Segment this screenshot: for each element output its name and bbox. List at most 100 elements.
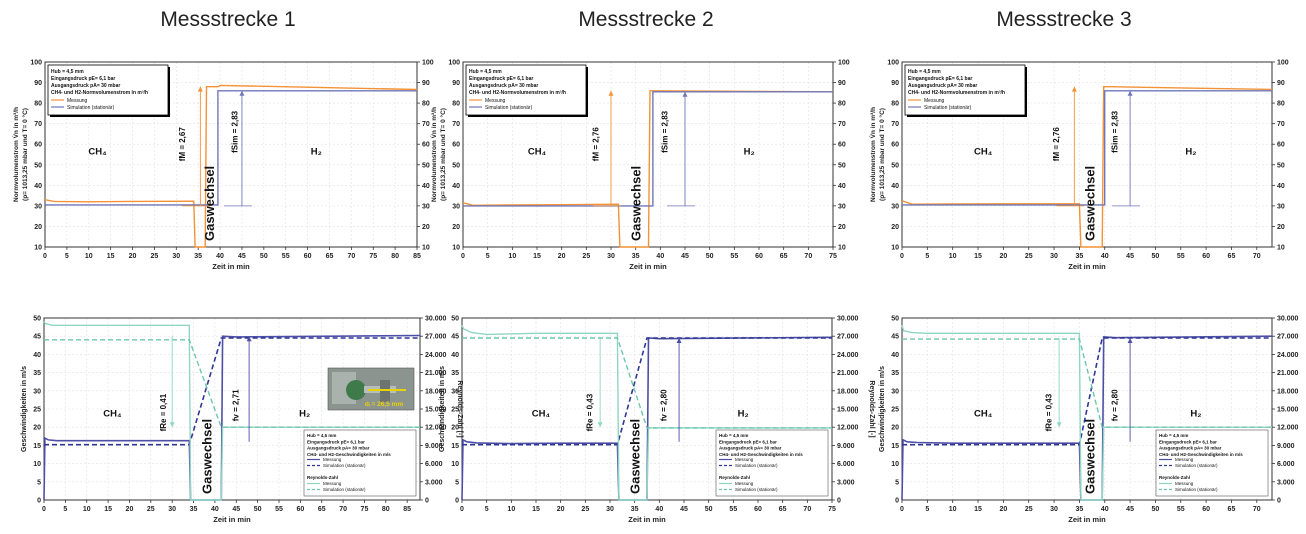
x-tick-label: 20: [558, 253, 566, 260]
series-line-0: [43, 334, 421, 501]
x-tick-label: 0: [42, 506, 46, 513]
y2-tick-label: 60: [422, 142, 430, 149]
x-tick-label: 70: [803, 506, 811, 513]
series-line-0: [901, 335, 1273, 501]
ratio-annotation: fSim = 2,83: [231, 110, 240, 153]
y-tick-label: 10: [451, 461, 459, 468]
legend-series-label: Messung: [735, 481, 754, 486]
gas-switch-label: Gaswechsel: [628, 419, 643, 494]
y2-tick-label: 3.000: [425, 479, 443, 486]
y-tick-label: 25: [891, 407, 899, 414]
legend-text: Ausgangsdruck pA= 30 mbar: [719, 446, 782, 451]
y2-tick-label: 27.000: [1277, 334, 1299, 341]
ratio-annotation: fRe = 0,43: [1045, 393, 1054, 431]
chart-flow-1: 0 5 10 15 20 25 30 35 40 45 50 55 60 65 70 75 80 85102030…: [12, 60, 434, 272]
legend-series-label: Messung: [924, 98, 945, 104]
y-tick-label: 40: [452, 183, 460, 190]
x-tick-label: 85: [403, 506, 411, 513]
y-axis-label: (p= 1013,25 mbar und T= 0 °C): [21, 108, 29, 201]
y-tick-label: 30: [452, 203, 460, 210]
legend-text: Ausgangsdruck pA= 30 mbar: [469, 83, 538, 89]
legend-text: Ausgangsdruck pA= 30 mbar: [51, 83, 120, 89]
y2-tick-label: 100: [422, 60, 434, 67]
y2-tick-label: 27.000: [837, 334, 859, 341]
y-tick-label: 0: [895, 498, 899, 505]
x-tick-label: 40: [655, 506, 663, 513]
ratio-annotation: fv = 2,80: [660, 389, 669, 421]
legend-text: Eingangsdruck pE= 6,1 bar: [469, 76, 533, 82]
x-tick-label: 5: [65, 253, 69, 260]
y2-tick-label: 18.000: [837, 388, 859, 395]
series-line-1: [462, 337, 832, 446]
y2-tick-label: 90: [422, 80, 430, 87]
ratio-annotation: fM = 2,76: [592, 127, 601, 162]
x-tick-label: 40: [216, 253, 224, 260]
x-tick-label: 35: [1075, 506, 1083, 513]
y-axis-label: Geschwindigkeiten in m/s: [21, 366, 28, 452]
legend-series-label: Simulation (stationär): [1175, 463, 1218, 468]
x-tick-label: 25: [151, 253, 159, 260]
ratio-arrow-head: [1127, 90, 1133, 96]
ratio-arrow-head: [169, 422, 175, 428]
legend-series-label: Simulation (stationär): [485, 105, 533, 111]
x-tick-label: 55: [275, 506, 283, 513]
y2-tick-label: 100: [1277, 60, 1289, 67]
y2-tick-label: 30: [1277, 203, 1285, 210]
legend-series-label: Messung: [1175, 481, 1194, 486]
legend-text: Hub = 4,5 mm: [51, 69, 84, 75]
y2-tick-label: 24.000: [1277, 352, 1299, 359]
x-tick-label: 80: [391, 253, 399, 260]
x-tick-label: 20: [999, 253, 1007, 260]
ratio-annotation: fv = 2,71: [231, 389, 240, 421]
y-tick-label: 5: [37, 479, 41, 486]
legend-reynolds-title: Reynolds-Zahl: [1159, 475, 1190, 480]
y-tick-label: 35: [451, 370, 459, 377]
y-tick-label: 40: [33, 352, 41, 359]
y-tick-label: 60: [891, 142, 899, 149]
series-line-0: [462, 90, 834, 248]
y2-tick-label: 90: [838, 80, 846, 87]
ratio-annotation: fRe = 0,41: [159, 393, 168, 431]
x-tick-label: 45: [238, 253, 246, 260]
gas-label-ch4: CH₄: [103, 408, 122, 419]
legend-series-label: Messung: [323, 481, 342, 486]
y-tick-label: 5: [895, 479, 899, 486]
x-tick-label: 55: [729, 506, 737, 513]
column-title-1: Messstrecke 1: [160, 8, 296, 31]
x-tick-label: 60: [754, 506, 762, 513]
legend-series-label: Simulation (stationär): [1175, 487, 1218, 492]
y2-tick-label: 9.000: [425, 443, 443, 450]
y-tick-label: 50: [891, 162, 899, 169]
ratio-annotation: fM = 2,76: [1052, 127, 1061, 162]
y-tick-label: 35: [891, 370, 899, 377]
ratio-arrow-head: [197, 86, 203, 92]
legend-box: [303, 429, 417, 497]
x-tick-label: 75: [361, 506, 369, 513]
x-tick-label: 5: [63, 506, 67, 513]
y-tick-label: 40: [34, 183, 42, 190]
ratio-arrow-head: [1071, 86, 1077, 92]
y2-tick-label: 24.000: [837, 352, 859, 359]
gas-switch-label: Gaswechsel: [199, 419, 214, 494]
ratio-arrow-head: [608, 90, 614, 96]
legend-text: Hub = 4,5 mm: [469, 69, 502, 75]
y2-tick-label: 15.000: [1277, 407, 1299, 414]
y2-tick-label: 40: [838, 183, 846, 190]
x-tick-label: 35: [632, 253, 640, 260]
y-tick-label: 90: [452, 80, 460, 87]
y2-tick-label: 6.000: [837, 461, 855, 468]
legend-text: Eingangsdruck pE= 6,1 bar: [307, 439, 365, 444]
y-tick-label: 90: [891, 80, 899, 87]
x-tick-label: 40: [1101, 253, 1109, 260]
gas-label-h2: H₂: [311, 147, 322, 158]
y-tick-label: 10: [891, 461, 899, 468]
y-axis-label: Normvolumenstrom V̇n in m³/h: [430, 107, 438, 202]
y-tick-label: 50: [891, 316, 899, 323]
y2-tick-label: 50: [422, 162, 430, 169]
legend-series-label: Simulation (stationär): [924, 105, 972, 111]
ratio-annotation: fSim = 2,83: [661, 110, 670, 153]
gas-label-h2: H₂: [299, 408, 310, 419]
y2-tick-label: 80: [1277, 101, 1285, 108]
y-tick-label: 15: [33, 443, 41, 450]
y2-tick-label: 30: [838, 203, 846, 210]
